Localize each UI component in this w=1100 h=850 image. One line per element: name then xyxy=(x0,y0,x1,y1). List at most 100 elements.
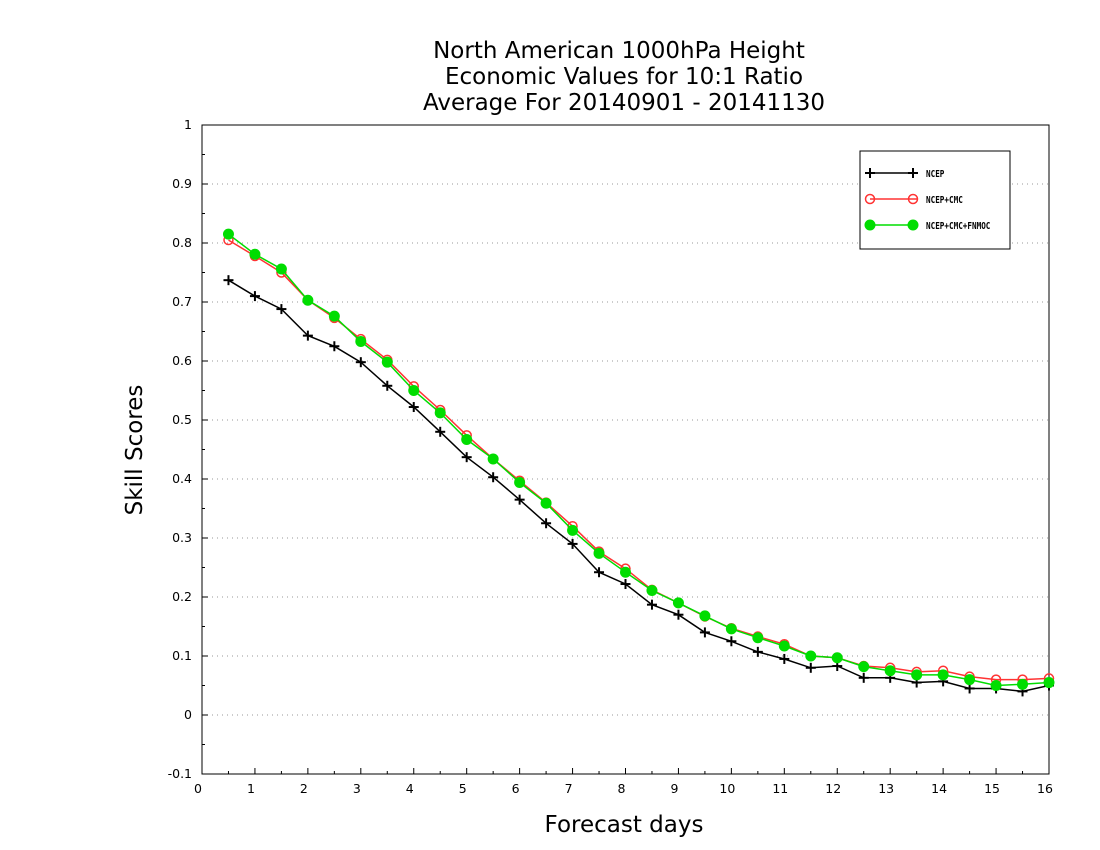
data-point xyxy=(593,547,605,559)
y-tick-label: 0.3 xyxy=(172,530,192,545)
data-point xyxy=(355,336,367,348)
x-tick-label: 13 xyxy=(878,781,894,796)
series-lines xyxy=(222,228,1055,697)
data-point xyxy=(435,426,446,437)
data-point xyxy=(488,472,499,483)
x-axis-ticks: 0 1 2 3 4 5 6 7 8 9 10 11 12 13 14 15 16 xyxy=(194,768,1053,796)
x-tick-label: 1 xyxy=(247,781,255,796)
y-tick-label: 0.9 xyxy=(172,176,192,191)
x-axis-label: Forecast days xyxy=(545,812,704,838)
data-point xyxy=(831,652,843,664)
data-point xyxy=(858,661,870,673)
data-point xyxy=(752,632,764,644)
series-line xyxy=(228,233,1050,687)
legend-marker xyxy=(907,193,919,205)
y-tick-label: 0.6 xyxy=(172,353,192,368)
legend-marker xyxy=(864,193,876,205)
series-ncep-cmc-fnmoc xyxy=(222,228,1055,691)
y-tick-label: 0.5 xyxy=(172,412,192,427)
title-line-3: Average For 20140901 - 20141130 xyxy=(423,90,825,116)
data-point xyxy=(672,597,684,609)
data-point xyxy=(329,341,340,352)
data-point xyxy=(594,567,605,578)
y-tick-label: 0 xyxy=(184,707,192,722)
data-point xyxy=(461,433,473,445)
data-point xyxy=(540,497,552,509)
legend-item: NCEP xyxy=(865,168,944,180)
data-point xyxy=(805,650,817,662)
data-point xyxy=(567,524,579,536)
data-point xyxy=(355,357,366,368)
data-point xyxy=(937,669,949,681)
legend-label: NCEP+CMC xyxy=(926,195,963,206)
data-point xyxy=(778,640,790,652)
data-point xyxy=(673,609,684,620)
y-axis-label: Skill Scores xyxy=(122,385,148,516)
y-tick-label: 0.2 xyxy=(172,589,192,604)
data-point xyxy=(858,672,869,683)
x-tick-label: 14 xyxy=(931,781,947,796)
legend-marker xyxy=(864,219,876,231)
legend: NCEP NCEP+CMC NCEP+CMC+FNMOC xyxy=(859,150,1011,250)
series-ncep-cmc xyxy=(223,234,1055,685)
data-point xyxy=(805,662,816,673)
legend-marker xyxy=(907,219,919,231)
x-tick-label: 10 xyxy=(719,781,735,796)
data-point xyxy=(646,585,658,597)
chart-title: North American 1000hPa Height Economic V… xyxy=(423,38,825,116)
data-point xyxy=(381,356,393,368)
x-tick-label: 9 xyxy=(670,781,678,796)
data-point xyxy=(249,248,261,260)
y-tick-label: -0.1 xyxy=(168,766,192,781)
x-tick-label: 11 xyxy=(772,781,788,796)
y-tick-label: 1 xyxy=(184,117,192,132)
y-tick-label: 0.8 xyxy=(172,235,192,250)
series-line xyxy=(228,279,1050,693)
legend-marker xyxy=(908,168,918,178)
data-point xyxy=(567,538,578,549)
x-tick-label: 4 xyxy=(406,781,414,796)
data-point xyxy=(328,310,340,322)
data-point xyxy=(302,330,313,341)
data-point xyxy=(699,627,710,638)
x-tick-label: 15 xyxy=(984,781,1000,796)
data-point xyxy=(408,402,419,413)
data-point xyxy=(752,646,763,657)
data-point xyxy=(699,610,711,622)
data-point xyxy=(725,623,737,635)
data-point xyxy=(726,636,737,647)
x-tick-label: 16 xyxy=(1037,781,1053,796)
series-ncep xyxy=(223,275,1054,697)
x-tick-label: 6 xyxy=(512,781,520,796)
legend-item: NCEP+CMC+FNMOC xyxy=(864,219,990,232)
x-tick-label: 0 xyxy=(194,781,202,796)
legend-label: NCEP+CMC+FNMOC xyxy=(926,221,990,232)
x-tick-label: 3 xyxy=(353,781,361,796)
data-point xyxy=(620,579,631,590)
data-point xyxy=(620,566,631,578)
data-point xyxy=(223,275,234,286)
legend-box xyxy=(859,150,1011,250)
data-point xyxy=(884,665,896,677)
data-point xyxy=(964,674,976,686)
title-line-1: North American 1000hPa Height xyxy=(433,38,805,64)
data-point xyxy=(461,452,472,463)
data-point xyxy=(541,518,552,529)
series-line xyxy=(228,239,1050,681)
data-point xyxy=(249,291,260,302)
data-point xyxy=(964,683,975,694)
legend-marker xyxy=(865,168,875,178)
data-point xyxy=(1017,678,1029,690)
data-point xyxy=(434,407,446,419)
data-point xyxy=(408,385,420,396)
x-tick-label: 12 xyxy=(825,781,841,796)
data-point xyxy=(779,653,790,664)
data-point xyxy=(276,304,287,315)
title-line-2: Economic Values for 10:1 Ratio xyxy=(445,64,803,90)
data-point xyxy=(514,494,525,505)
data-point xyxy=(487,453,499,465)
x-tick-label: 2 xyxy=(300,781,308,796)
data-point xyxy=(302,294,314,306)
x-tick-label: 5 xyxy=(459,781,467,796)
